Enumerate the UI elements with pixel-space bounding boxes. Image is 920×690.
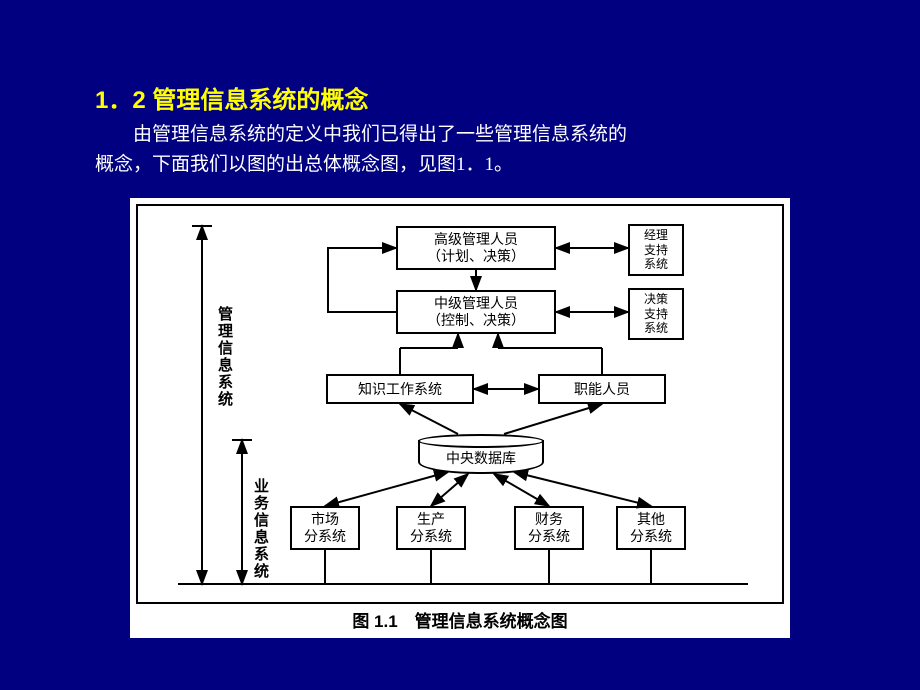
body-line-1: 由管理信息系统的定义中我们已得出了一些管理信息系统的 <box>95 120 860 150</box>
diagram-connectors <box>138 206 786 606</box>
section-heading: 1．2 管理信息系统的概念 <box>95 80 368 115</box>
diagram-caption: 图 1.1 管理信息系统概念图 <box>130 607 790 632</box>
body-text: 由管理信息系统的定义中我们已得出了一些管理信息系统的 概念，下面我们以图的出总体… <box>95 120 860 181</box>
diagram-container: 管理信息系统 业务信息系统 高级管理人员 （计划、决策） 经理 支持 系统 中级… <box>130 198 790 638</box>
diagram-frame: 管理信息系统 业务信息系统 高级管理人员 （计划、决策） 经理 支持 系统 中级… <box>136 204 784 604</box>
body-line-2: 概念，下面我们以图的出总体概念图，见图1．1。 <box>95 154 513 175</box>
